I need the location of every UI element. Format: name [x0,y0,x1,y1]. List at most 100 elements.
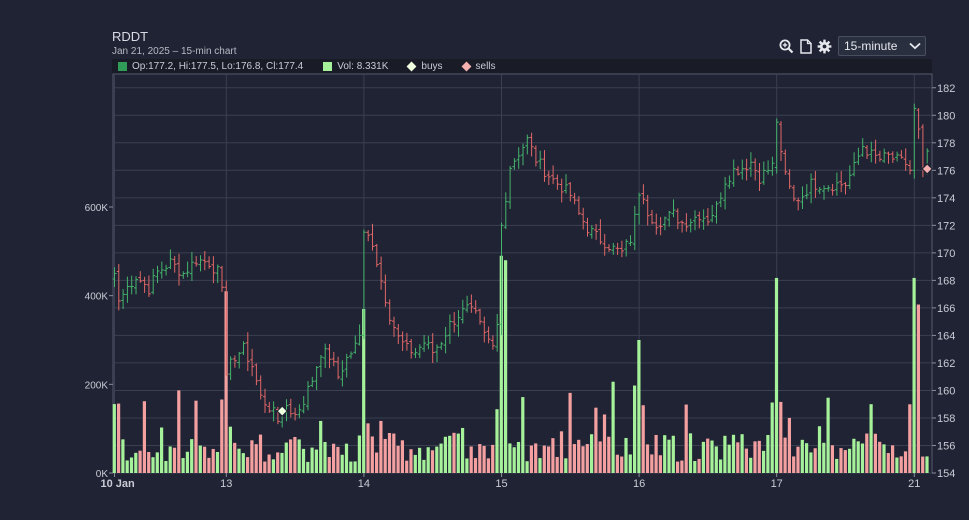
ohlc-bar [220,265,224,293]
price-tick-label: 166 [937,303,955,315]
ohlc-bar [839,170,844,193]
ohlc-bar [701,209,706,230]
buy-marker[interactable] [276,405,288,417]
volume-bar [736,442,740,473]
volume-bar [848,448,852,473]
ohlc-bar [456,310,461,337]
price-tick-label: 174 [937,193,955,205]
volume-bar [147,451,151,473]
volume-bar [525,461,529,473]
ohlc-bar [361,229,366,340]
volume-bar [581,446,585,473]
volume-bar [620,456,624,473]
gear-icon[interactable] [816,36,833,56]
volume-bar [762,450,766,473]
ohlc-bar [860,138,865,157]
ohlc-bar [873,139,878,164]
volume-bar [185,451,189,473]
ohlc-bar [181,271,186,279]
volume-bar [392,433,396,473]
volume-bar [495,409,499,473]
ohlc-bar [908,160,912,175]
ohlc-bar [370,223,375,251]
volume-bar [688,433,693,473]
volume-bar [809,452,813,473]
ohlc-bar [697,211,702,229]
ohlc-bar [731,159,736,187]
price-tick-label: 178 [937,138,955,150]
volume-bar [203,446,207,473]
ohlc-bar [551,165,556,185]
ohlc-bar [142,276,147,293]
ohlc-bar [516,147,521,169]
ohlc-bar [168,249,173,270]
volume-bar [770,402,774,473]
zoom-in-icon[interactable] [778,36,795,56]
ohlc-bar [852,152,857,177]
volume-bar [895,457,899,473]
volume-bar [456,433,460,473]
ohlc-bar [125,276,130,303]
ohlc-bar [198,255,203,272]
volume-bar [327,457,331,473]
document-icon[interactable] [797,36,814,56]
ohlc-bar [869,141,874,163]
ohlc-bar [688,218,693,233]
volume-tick-label: 400K [85,292,109,303]
ohlc-bar [637,192,642,225]
volume-bar [134,452,138,473]
volume-bar [529,445,533,473]
ohlc-bar [430,333,435,364]
sell-marker[interactable] [921,163,933,175]
ohlc-bar [275,406,280,425]
ohlc-bar [607,244,611,252]
ohlc-bar [611,242,616,255]
volume-bar [237,448,241,473]
ohlc-bar [834,172,839,196]
time-tick-label: 15 [495,478,507,490]
volume-bar [650,454,654,473]
volume-bar [921,456,925,473]
volume-bar [190,439,194,473]
price-tick-label: 176 [937,165,955,177]
volume-bar [478,444,482,473]
volume-bar [422,459,426,473]
ohlc-bar [129,275,134,295]
time-tick-label: 14 [358,478,370,490]
volume-bar [701,441,705,473]
ohlc-bar [116,263,121,311]
ohlc-bar [585,217,590,237]
ohlc-bar [134,276,138,295]
ohlc-bar [327,343,332,369]
ohlc-bar [512,158,517,170]
ohlc-bar [628,235,633,247]
ohlc-bar [138,271,143,283]
price-tick-label: 158 [937,413,955,425]
volume-bar [207,457,211,473]
volume-bar [856,441,860,473]
ohlc-bar [856,147,861,166]
price-tick-label: 162 [937,358,955,370]
volume-bar [452,432,456,473]
ohlc-bar [478,308,482,325]
volume-tick-label: 600K [85,203,109,214]
time-axis: 10 Jan 13 14 15 16 17 21 [101,473,920,490]
ohlc-bar [250,348,255,377]
volume-bar [676,461,680,473]
volume-bar [873,433,877,473]
volume-bar [512,447,516,473]
legend-buys[interactable]: buys [406,61,443,72]
volume-bar [344,443,349,473]
volume-bar [658,455,662,473]
volume-bar [375,452,379,473]
interval-select[interactable]: 15-minute [838,36,926,56]
ohlc-bar [366,230,371,242]
volume-bar [508,443,512,473]
volume-bar [340,454,344,473]
ohlc-bar [843,182,848,195]
volume-bar [783,437,787,473]
volume-bar [314,449,318,473]
ohlc-bar [736,166,740,176]
legend-sells[interactable]: sells [461,61,496,72]
